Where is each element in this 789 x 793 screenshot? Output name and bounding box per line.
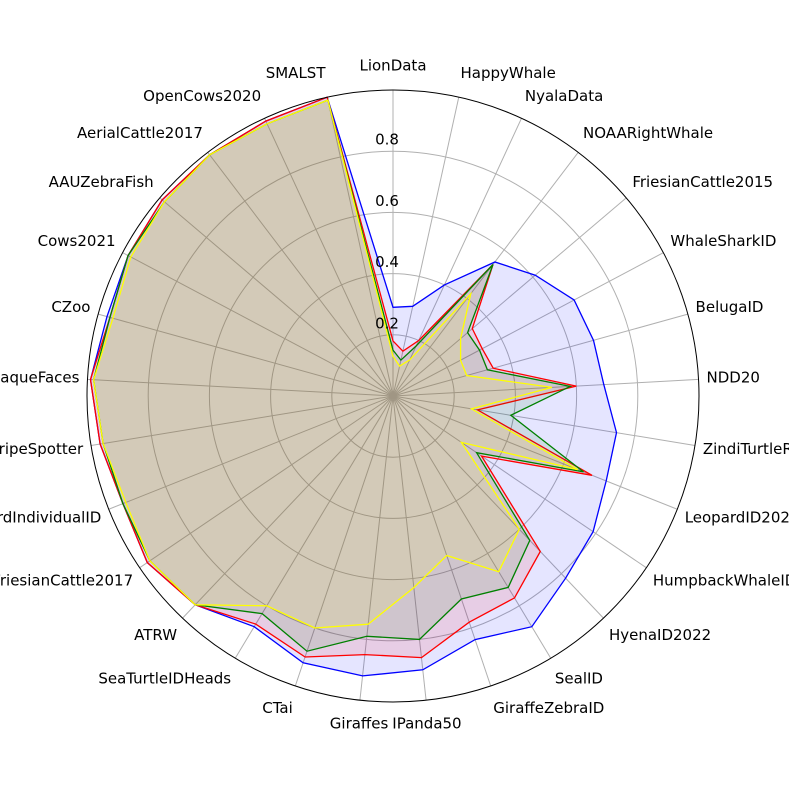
grid-spoke — [182, 395, 394, 619]
grid-spoke — [392, 395, 678, 510]
category-label: HyenaID2022 — [609, 626, 711, 644]
category-label: Cows2021 — [38, 232, 116, 250]
category-label: ZindiTurtleRecall — [703, 440, 789, 458]
category-label: NyalaData — [525, 87, 603, 105]
category-label: CTai — [262, 699, 293, 717]
grid-spoke — [392, 395, 647, 569]
category-label: AAUZebraFish — [49, 173, 154, 191]
category-label: LeopardID2022 — [685, 509, 789, 527]
grid-spoke — [392, 313, 688, 397]
category-label: HumpbackWhaleID — [653, 572, 789, 590]
grid-spoke — [392, 118, 522, 397]
grid-spoke — [90, 395, 394, 446]
category-label: ATRW — [134, 626, 177, 644]
grid-spoke — [98, 313, 394, 397]
grid-spoke — [392, 152, 579, 397]
category-label: OpenCows2020 — [143, 87, 261, 105]
category-label: FriesianCattle2017 — [0, 572, 133, 590]
category-label: FriesianCattle2015 — [632, 173, 773, 191]
category-label: StripeSpotter — [0, 440, 84, 458]
category-label: SMALST — [266, 64, 327, 82]
grid-spoke — [392, 395, 552, 659]
category-label: NDD20 — [707, 369, 760, 387]
grid-spoke — [392, 378, 699, 397]
grid-spoke — [207, 152, 394, 397]
category-label: BelugaID — [696, 298, 764, 316]
grid-spoke — [392, 197, 627, 397]
grid-spoke — [294, 395, 394, 687]
grid-spoke — [87, 378, 394, 397]
grid-spoke — [264, 118, 394, 397]
grid-spoke — [392, 395, 696, 446]
outer-frame — [86, 89, 700, 703]
grid-spoke — [234, 395, 394, 659]
grid-spoke — [392, 395, 427, 701]
category-label: AerialCattle2017 — [77, 124, 203, 142]
category-label: SeaTurtleIDHeads — [98, 669, 231, 687]
grid-spoke — [392, 252, 664, 397]
grid-spoke — [359, 395, 394, 701]
category-label: MacaqueFaces — [0, 369, 80, 387]
grid-spoke — [392, 395, 604, 619]
category-label: SealID — [555, 669, 603, 687]
grid-spoke — [139, 395, 394, 569]
series-area — [92, 99, 584, 652]
r-tick-label: 0.6 — [375, 192, 399, 210]
r-tick-label: 0.4 — [375, 253, 399, 271]
grid-spoke — [159, 197, 394, 397]
category-label: Giraffes — [330, 715, 389, 733]
category-label: WhaleSharkID — [670, 232, 776, 250]
grid-spoke — [108, 395, 394, 510]
category-label: NOAARightWhale — [583, 124, 713, 142]
r-tick-label: 0.8 — [375, 131, 399, 149]
series-area — [92, 99, 579, 629]
category-label: IPanda50 — [392, 715, 461, 733]
r-tick-label: 0.2 — [375, 314, 399, 332]
grid-spoke — [122, 252, 394, 397]
category-label: BirdIndividualID — [0, 509, 101, 527]
category-label: CZoo — [51, 298, 90, 316]
category-label: GiraffeZebraID — [493, 699, 604, 717]
category-label: HappyWhale — [461, 64, 556, 82]
grid-spoke — [392, 97, 460, 397]
grid-spoke — [392, 395, 492, 687]
grid-spoke — [326, 97, 394, 397]
category-label: LionData — [359, 57, 426, 75]
